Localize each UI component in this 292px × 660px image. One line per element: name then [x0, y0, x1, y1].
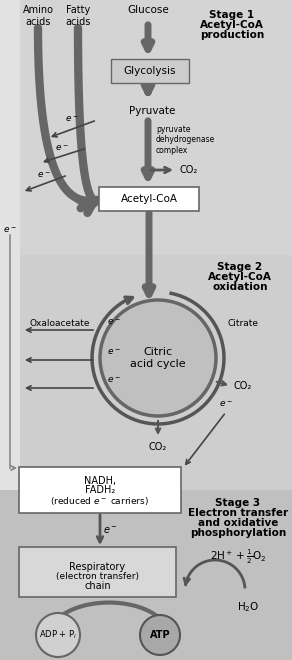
Text: Stage 3: Stage 3 — [215, 498, 260, 508]
Text: $e^-$: $e^-$ — [65, 114, 79, 124]
Text: Respiratory: Respiratory — [69, 562, 126, 572]
Text: Stage 1: Stage 1 — [209, 10, 255, 20]
Text: Electron transfer: Electron transfer — [188, 508, 288, 518]
Bar — [0, 0, 292, 255]
Text: Citrate: Citrate — [228, 319, 259, 327]
Text: Stage 2: Stage 2 — [218, 262, 263, 272]
FancyBboxPatch shape — [19, 547, 176, 597]
Text: $\mathrm{H_2O}$: $\mathrm{H_2O}$ — [237, 600, 259, 614]
Text: ATP: ATP — [150, 630, 170, 640]
Text: $e^-$: $e^-$ — [37, 170, 51, 180]
Text: $e^-$: $e^-$ — [55, 143, 69, 153]
Text: $e^-$: $e^-$ — [107, 375, 121, 385]
FancyBboxPatch shape — [99, 187, 199, 211]
Text: $e^-$: $e^-$ — [107, 317, 121, 327]
Text: Acetyl-CoA: Acetyl-CoA — [121, 194, 178, 204]
Bar — [0, 0, 20, 490]
Text: Citric
acid cycle: Citric acid cycle — [130, 347, 186, 369]
Text: Fatty
acids: Fatty acids — [65, 5, 91, 26]
Text: Oxaloacetate: Oxaloacetate — [29, 319, 90, 327]
Text: oxidation: oxidation — [212, 282, 268, 292]
Text: CO₂: CO₂ — [234, 381, 252, 391]
Text: Acetyl-CoA: Acetyl-CoA — [208, 272, 272, 282]
Text: pyruvate
dehydrogenase
complex: pyruvate dehydrogenase complex — [156, 125, 215, 155]
Text: FADH₂: FADH₂ — [85, 485, 115, 495]
Text: phosphorylation: phosphorylation — [190, 528, 286, 538]
Circle shape — [36, 613, 80, 657]
Text: (electron transfer): (electron transfer) — [56, 572, 139, 581]
Text: $2\mathrm{H}^+ + \frac{1}{2}\mathrm{O}_2$: $2\mathrm{H}^+ + \frac{1}{2}\mathrm{O}_2… — [210, 548, 266, 566]
Text: chain: chain — [84, 581, 111, 591]
Text: Glycolysis: Glycolysis — [124, 66, 176, 76]
Circle shape — [140, 615, 180, 655]
Text: $e^-$: $e^-$ — [102, 525, 117, 535]
Bar — [0, 255, 292, 490]
Text: $e^-$: $e^-$ — [107, 347, 121, 357]
Circle shape — [100, 300, 216, 416]
Text: $e^-$: $e^-$ — [3, 225, 17, 235]
Text: production: production — [200, 30, 264, 40]
Text: CO₂: CO₂ — [149, 442, 167, 452]
Bar — [0, 490, 292, 660]
Text: (reduced $e^-$ carriers): (reduced $e^-$ carriers) — [51, 495, 150, 507]
Text: CO₂: CO₂ — [180, 165, 198, 175]
Text: ADP + P$_i$: ADP + P$_i$ — [39, 629, 77, 642]
Text: Acetyl-CoA: Acetyl-CoA — [200, 20, 264, 30]
Text: and oxidative: and oxidative — [198, 518, 278, 528]
Text: $e^-$: $e^-$ — [219, 399, 233, 409]
FancyBboxPatch shape — [111, 59, 189, 83]
FancyBboxPatch shape — [19, 467, 181, 513]
Text: Pyruvate: Pyruvate — [129, 106, 175, 116]
Text: Amino
acids: Amino acids — [22, 5, 53, 26]
Text: NADH,: NADH, — [84, 476, 116, 486]
Text: Glucose: Glucose — [127, 5, 169, 15]
